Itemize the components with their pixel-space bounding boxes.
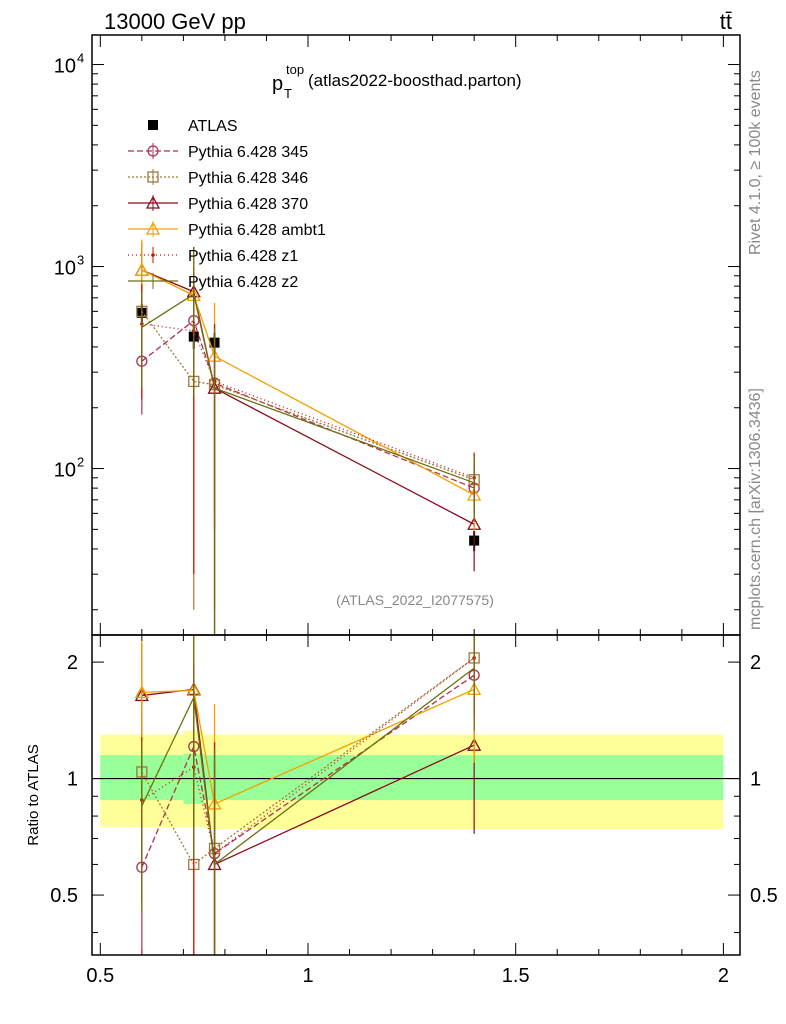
series-line: [141, 269, 475, 525]
legend-marker: [147, 145, 159, 157]
ratio-ytick-label-right: 2: [750, 652, 761, 674]
legend-marker: [145, 195, 161, 209]
series-1: [136, 292, 480, 635]
legend-label: Pythia 6.428 z2: [188, 274, 298, 291]
ratio-ylabel: Ratio to ATLAS: [25, 744, 42, 845]
ratio-ytick-label-right: 1: [750, 769, 761, 791]
series-line: [141, 293, 475, 484]
series-0: [136, 304, 480, 552]
series-line: [141, 269, 475, 496]
band-inner-2: [204, 755, 724, 801]
series-line: [141, 323, 475, 479]
legend-marker: [147, 171, 159, 183]
ratio-bands: [100, 730, 724, 830]
plot-title-sup: top: [286, 62, 304, 77]
legend-label: Pythia 6.428 ambt1: [188, 222, 326, 239]
ratio-series: [134, 635, 482, 955]
ratio-line: [141, 657, 475, 855]
ratio-point: [134, 685, 149, 699]
y-tick-label: 10: [54, 258, 76, 280]
legend-label: Pythia 6.428 346: [188, 170, 308, 187]
ratio-panel: Ratio to ATLAS 0.5 0.5 1 1 2 2 0.5 1 1.5 2: [25, 634, 778, 987]
ratio-ytick-label-right: 0.5: [750, 885, 778, 907]
ratio-ytick-label-left: 2: [67, 652, 78, 674]
plot-title-rest: (atlas2022-boosthad.parton): [308, 71, 522, 90]
series-line: [141, 310, 475, 481]
header-left: 13000 GeV pp: [104, 9, 246, 34]
plot-title-sub: T: [284, 86, 292, 101]
y-tick-exponent: 2: [77, 455, 84, 470]
legend-marker: [145, 221, 161, 235]
data-point: [134, 262, 149, 276]
ratio-series-5: [141, 635, 475, 955]
ratio-line: [141, 657, 475, 866]
legend-label: Pythia 6.428 345: [188, 144, 308, 161]
legend: ATLAS Pythia 6.428 345 Pythia 6.428 346 Pyt…: [128, 118, 326, 291]
legend-label: Pythia 6.428 z1: [188, 248, 298, 265]
legend-marker: [151, 253, 155, 257]
ratio-frame: [91, 634, 741, 956]
ratio-xtick-label: 1: [302, 965, 313, 987]
side-text-rivet: Rivet 4.1.0, ≥ 100k events: [747, 70, 764, 255]
y-tick-exponent: 4: [77, 51, 84, 66]
y-tick-label: 10: [54, 460, 76, 482]
series-line: [141, 319, 475, 489]
ratio-line: [141, 674, 475, 868]
y-tick-exponent: 3: [77, 253, 84, 268]
series-2: [136, 283, 480, 635]
y-tick-label: 10: [54, 56, 76, 78]
header-right: tt̄: [720, 9, 732, 34]
legend-marker: [148, 120, 158, 130]
ratio-line: [141, 667, 475, 866]
series-6: [141, 248, 475, 635]
main-series: [134, 239, 482, 635]
main-panel: p T top (atlas2022-boosthad.parton) (ATL…: [54, 34, 741, 636]
ratio-ytick-label-left: 0.5: [50, 885, 78, 907]
ratio-ytick-label-left: 1: [67, 769, 78, 791]
ratio-line: [141, 688, 475, 805]
plot-title-p: p: [272, 73, 283, 95]
analysis-watermark: (ATLAS_2022_I2077575): [336, 592, 494, 608]
side-text-mcplots: mcplots.cern.ch [arXiv:1306.3436]: [747, 388, 764, 630]
ratio-xtick-label: 0.5: [86, 965, 114, 987]
legend-label: Pythia 6.428 370: [188, 196, 308, 213]
legend-label: ATLAS: [188, 118, 238, 135]
ratio-xtick-label: 1.5: [502, 965, 530, 987]
ratio-xtick-label: 2: [718, 965, 729, 987]
